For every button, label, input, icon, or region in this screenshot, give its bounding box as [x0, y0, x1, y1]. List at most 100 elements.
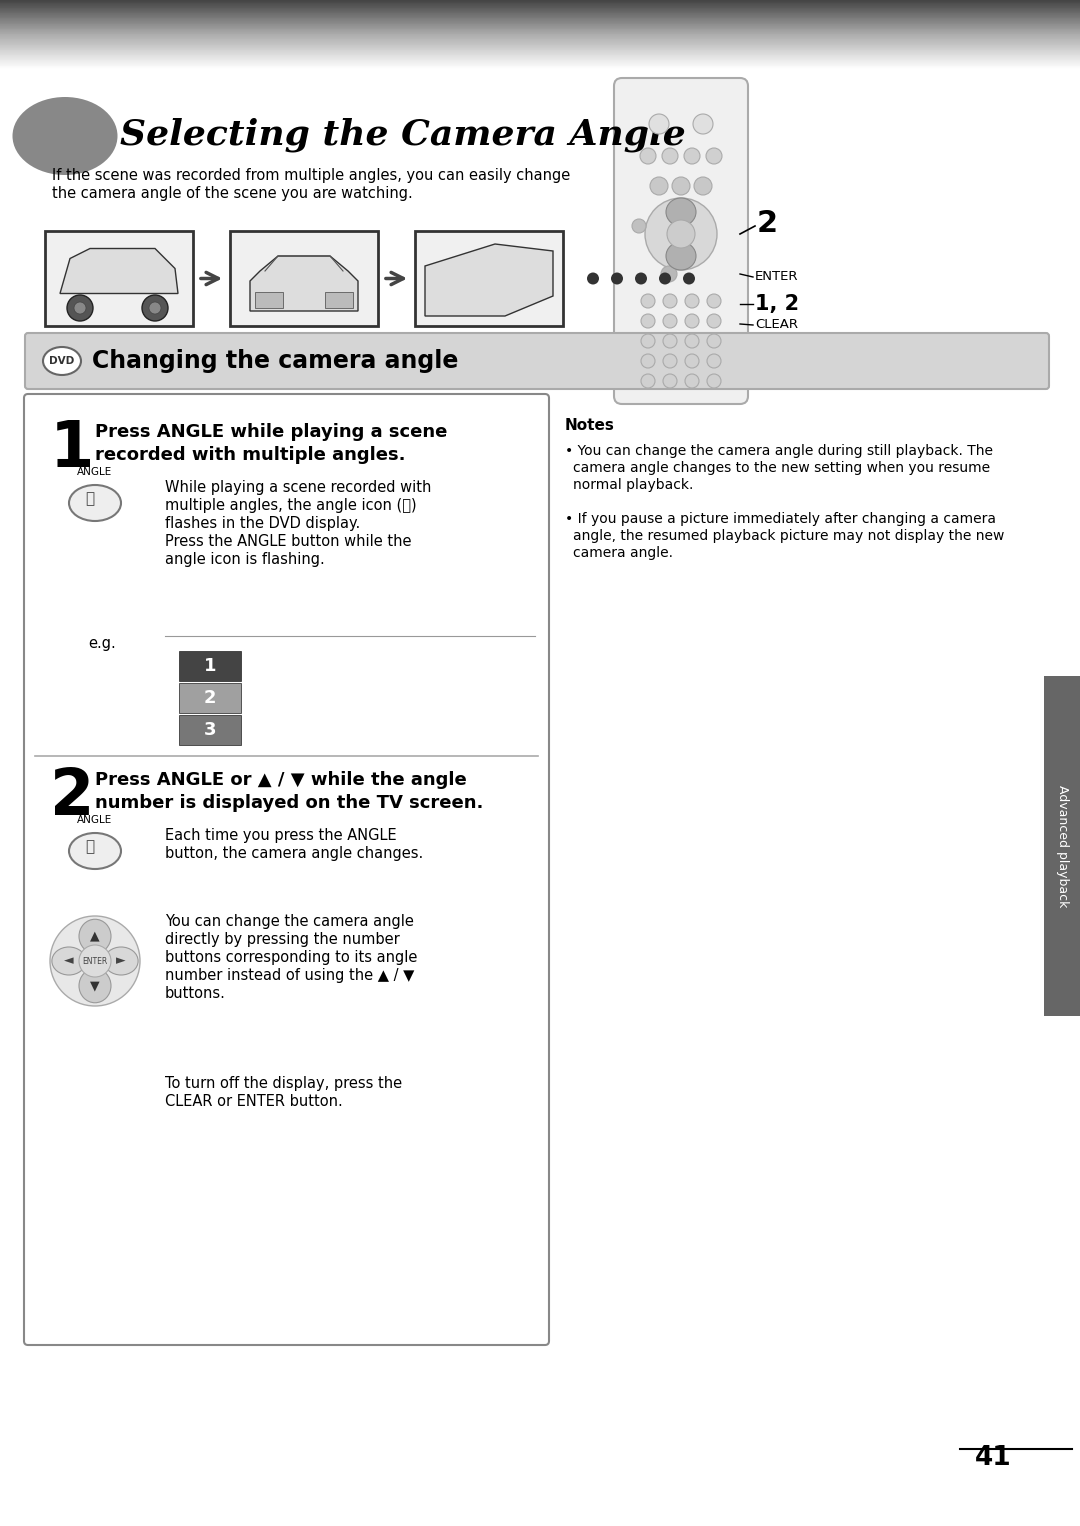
Circle shape — [663, 354, 677, 368]
Text: recorded with multiple angles.: recorded with multiple angles. — [95, 446, 405, 464]
Text: Each time you press the ANGLE: Each time you press the ANGLE — [165, 829, 396, 842]
Circle shape — [649, 114, 669, 134]
Text: button, the camera angle changes.: button, the camera angle changes. — [165, 845, 423, 861]
Circle shape — [694, 177, 712, 195]
Text: ANGLE: ANGLE — [78, 815, 112, 826]
Circle shape — [663, 295, 677, 308]
Circle shape — [588, 273, 599, 284]
Ellipse shape — [13, 98, 118, 175]
Text: angle icon is flashing.: angle icon is flashing. — [165, 552, 325, 568]
Ellipse shape — [79, 919, 111, 954]
Text: • You can change the camera angle during still playback. The: • You can change the camera angle during… — [565, 444, 993, 458]
Text: camera angle.: camera angle. — [573, 546, 673, 560]
Circle shape — [635, 273, 647, 284]
Text: Press the ANGLE button while the: Press the ANGLE button while the — [165, 534, 411, 549]
Text: ▼: ▼ — [91, 980, 99, 992]
Circle shape — [659, 273, 671, 284]
Text: ENTER: ENTER — [82, 957, 108, 966]
Bar — [179, 716, 241, 745]
Text: 3: 3 — [204, 720, 216, 739]
Text: DVD: DVD — [50, 356, 75, 366]
Text: 1, 2: 1, 2 — [755, 295, 799, 314]
Circle shape — [667, 220, 696, 249]
Circle shape — [707, 314, 721, 328]
Text: To turn off the display, press the: To turn off the display, press the — [165, 1076, 402, 1091]
Circle shape — [685, 354, 699, 368]
Circle shape — [640, 148, 656, 163]
Polygon shape — [426, 244, 553, 316]
Text: Press ANGLE while playing a scene: Press ANGLE while playing a scene — [95, 423, 447, 441]
Text: If the scene was recorded from multiple angles, you can easily change: If the scene was recorded from multiple … — [52, 168, 570, 183]
Bar — [230, 230, 378, 327]
Ellipse shape — [69, 485, 121, 520]
Circle shape — [685, 334, 699, 348]
Circle shape — [632, 220, 646, 233]
Text: the camera angle of the scene you are watching.: the camera angle of the scene you are wa… — [52, 186, 413, 201]
Circle shape — [707, 354, 721, 368]
Ellipse shape — [52, 948, 86, 975]
Circle shape — [611, 273, 623, 284]
Circle shape — [707, 334, 721, 348]
Text: multiple angles, the angle icon (⧉): multiple angles, the angle icon (⧉) — [165, 497, 417, 513]
FancyBboxPatch shape — [615, 78, 748, 404]
Ellipse shape — [43, 346, 81, 375]
Text: 41: 41 — [975, 1445, 1012, 1471]
Text: directly by pressing the number: directly by pressing the number — [165, 932, 400, 948]
Text: number is displayed on the TV screen.: number is displayed on the TV screen. — [95, 794, 484, 812]
Bar — [179, 652, 241, 681]
Circle shape — [707, 374, 721, 388]
Circle shape — [141, 295, 168, 320]
Text: buttons corresponding to its angle: buttons corresponding to its angle — [165, 951, 417, 964]
Text: 2: 2 — [757, 209, 778, 238]
Polygon shape — [60, 249, 178, 293]
Text: CLEAR or ENTER button.: CLEAR or ENTER button. — [165, 1094, 342, 1109]
Circle shape — [75, 302, 86, 314]
Circle shape — [663, 374, 677, 388]
Text: 1: 1 — [204, 658, 216, 674]
Bar — [255, 291, 283, 308]
Text: number instead of using the ▲ / ▼: number instead of using the ▲ / ▼ — [165, 967, 415, 983]
Circle shape — [707, 295, 721, 308]
Text: Notes: Notes — [565, 418, 615, 433]
Text: camera angle changes to the new setting when you resume: camera angle changes to the new setting … — [573, 461, 990, 475]
Ellipse shape — [69, 833, 121, 868]
Circle shape — [662, 148, 678, 163]
Text: ENTER: ENTER — [755, 270, 798, 284]
Circle shape — [642, 374, 654, 388]
Circle shape — [642, 314, 654, 328]
Ellipse shape — [666, 198, 696, 226]
Ellipse shape — [104, 948, 138, 975]
Text: e.g.: e.g. — [87, 636, 116, 652]
Text: ◄: ◄ — [64, 954, 73, 967]
Circle shape — [685, 374, 699, 388]
Text: Changing the camera angle: Changing the camera angle — [92, 349, 458, 372]
Circle shape — [684, 148, 700, 163]
Text: Press ANGLE or ▲ / ▼ while the angle: Press ANGLE or ▲ / ▼ while the angle — [95, 771, 467, 789]
Text: Advanced playback: Advanced playback — [1055, 784, 1068, 906]
Circle shape — [693, 114, 713, 134]
Text: While playing a scene recorded with: While playing a scene recorded with — [165, 481, 431, 494]
Circle shape — [50, 916, 140, 1006]
Circle shape — [685, 295, 699, 308]
Bar — [415, 230, 563, 327]
Text: angle, the resumed playback picture may not display the new: angle, the resumed playback picture may … — [573, 530, 1004, 543]
Circle shape — [683, 273, 696, 284]
FancyBboxPatch shape — [24, 394, 549, 1344]
Circle shape — [661, 266, 677, 282]
Text: 🎥: 🎥 — [85, 839, 95, 855]
Circle shape — [663, 334, 677, 348]
FancyBboxPatch shape — [25, 333, 1049, 389]
Circle shape — [149, 302, 161, 314]
Circle shape — [642, 354, 654, 368]
Circle shape — [642, 334, 654, 348]
Bar — [1044, 676, 1080, 1016]
Circle shape — [706, 148, 723, 163]
Polygon shape — [249, 256, 357, 311]
Ellipse shape — [645, 198, 717, 270]
Text: 2: 2 — [50, 766, 94, 829]
Text: You can change the camera angle: You can change the camera angle — [165, 914, 414, 929]
Bar — [45, 230, 193, 327]
Text: • If you pause a picture immediately after changing a camera: • If you pause a picture immediately aft… — [565, 513, 996, 526]
Text: 2: 2 — [204, 690, 216, 707]
Text: Selecting the Camera Angle: Selecting the Camera Angle — [120, 118, 686, 153]
